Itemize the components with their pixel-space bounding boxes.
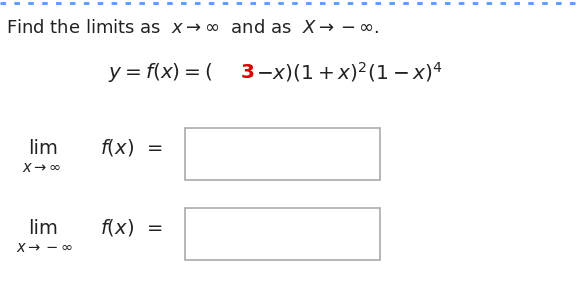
Text: $y = f(x) = ($: $y = f(x) = ($ xyxy=(108,61,213,84)
Text: $x \rightarrow \infty$: $x \rightarrow \infty$ xyxy=(22,161,61,176)
Text: $f(x)$  =: $f(x)$ = xyxy=(100,218,162,238)
Text: lim: lim xyxy=(28,218,58,237)
Text: $x \rightarrow -\infty$: $x \rightarrow -\infty$ xyxy=(16,241,74,256)
Bar xyxy=(185,208,380,260)
Text: $ - x)(1 + x)^2(1 - x)^4$: $ - x)(1 + x)^2(1 - x)^4$ xyxy=(256,60,443,84)
Text: lim: lim xyxy=(28,139,58,158)
Bar xyxy=(185,128,380,180)
Text: $\mathbf{3}$: $\mathbf{3}$ xyxy=(240,62,255,81)
Text: $f(x)$  =: $f(x)$ = xyxy=(100,137,162,159)
Text: Find the limits as  $x \rightarrow \infty$  and as  $X \rightarrow -\infty$.: Find the limits as $x \rightarrow \infty… xyxy=(6,19,379,37)
